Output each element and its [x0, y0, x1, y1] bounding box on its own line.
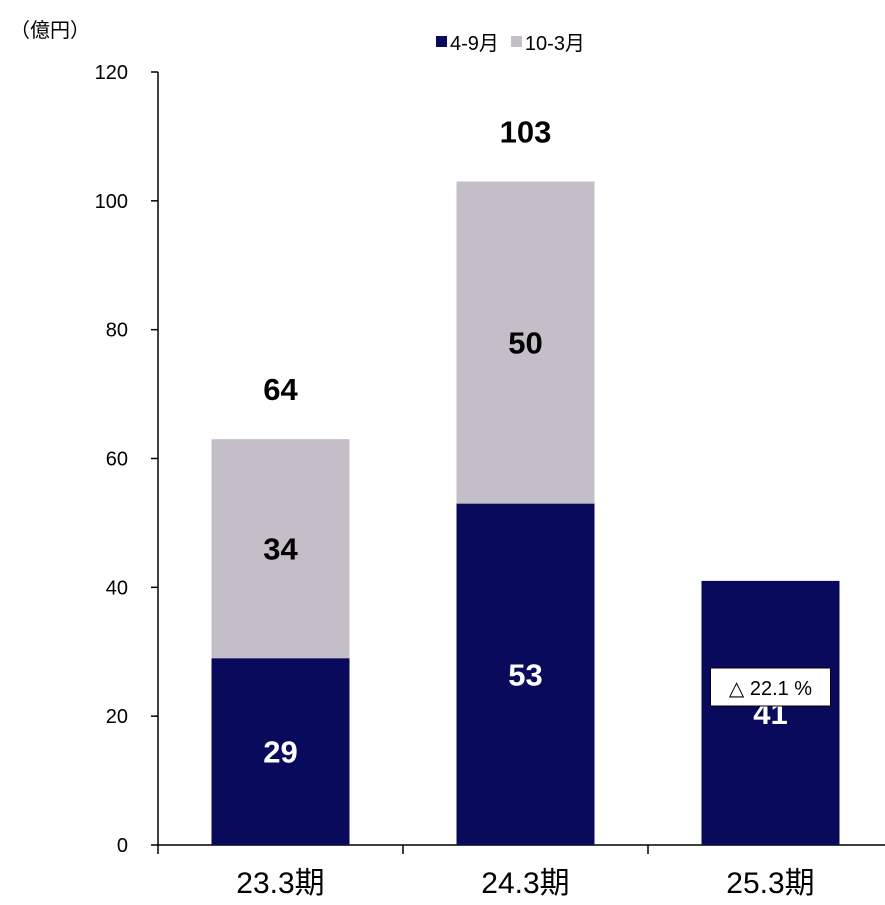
bar-segment-first-half [456, 503, 595, 845]
y-tick-label: 20 [106, 706, 128, 728]
legend-label-first-half: 4-9月 [450, 33, 499, 55]
total-value-label: 64 [263, 372, 298, 407]
annotation-text: △ 22.1 % [729, 678, 812, 700]
y-tick-label: 100 [95, 191, 128, 213]
y-tick-label: 60 [106, 449, 128, 471]
bar-segment-first-half [211, 658, 350, 845]
y-tick-label: 0 [117, 835, 128, 857]
legend: 4-9月 10-3月 [436, 27, 585, 56]
unit-label: （億円） [10, 20, 90, 42]
total-value-label: 103 [500, 115, 552, 150]
y-tick-label: 80 [106, 320, 128, 342]
y-tick-label: 40 [106, 577, 128, 599]
legend-swatch-first-half [436, 36, 447, 47]
x-tick-label: 25.3期 [726, 867, 814, 900]
legend-item-second-half: 10-3月 [510, 27, 585, 56]
segment-value-label: 53 [508, 657, 542, 692]
x-tick-label: 23.3期 [236, 867, 324, 900]
bar-segment-second-half [456, 181, 595, 504]
segment-value-label: 50 [508, 326, 542, 361]
segment-value-label: 29 [263, 735, 297, 770]
axes: 0 20 40 60 80 100 120 23.3期 24.3期 25.3期 [95, 62, 885, 900]
bars [211, 181, 840, 845]
bar-segment-first-half [701, 580, 840, 845]
annotation-box [710, 667, 831, 707]
y-tick-label: 120 [95, 62, 128, 84]
x-tick-label: 24.3期 [481, 867, 569, 900]
segment-value-label: 34 [263, 532, 298, 567]
legend-swatch-second-half [510, 36, 522, 47]
bar-segment-second-half [211, 439, 350, 659]
legend-label-second-half: 10-3月 [524, 33, 585, 55]
legend-item-first-half: 4-9月 [436, 27, 499, 56]
